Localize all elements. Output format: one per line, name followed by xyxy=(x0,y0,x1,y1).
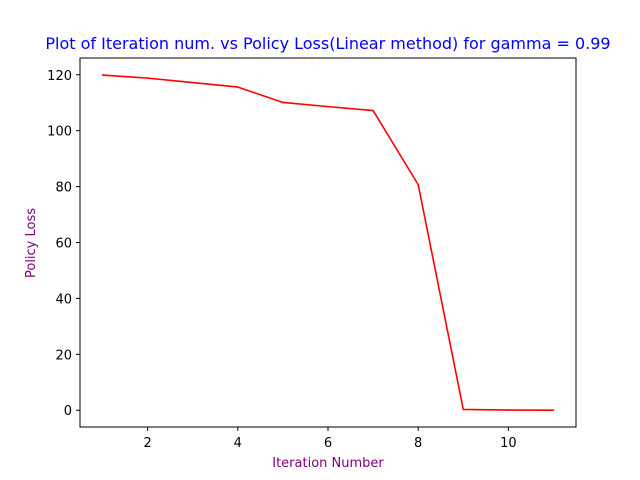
x-axis: 2 4 6 8 10 xyxy=(143,427,517,451)
data-point xyxy=(327,105,329,108)
data-point xyxy=(282,101,284,104)
y-axis: 0 20 40 60 80 100 120 xyxy=(47,69,80,419)
data-point xyxy=(417,183,419,186)
y-tick-label: 40 xyxy=(55,292,72,307)
data-point xyxy=(462,408,465,411)
x-tick-label: 8 xyxy=(414,436,422,451)
x-tick-label: 2 xyxy=(143,436,151,451)
data-point xyxy=(191,81,194,84)
x-tick-label: 6 xyxy=(324,436,332,451)
y-tick-label: 120 xyxy=(47,69,72,84)
x-axis-title: Iteration Number xyxy=(272,456,384,471)
data-point xyxy=(372,109,374,112)
y-tick-label: 20 xyxy=(55,348,72,363)
data-point xyxy=(507,409,510,411)
series-line xyxy=(102,74,554,412)
plot-area xyxy=(79,57,577,428)
y-tick-label: 0 xyxy=(64,404,72,419)
data-point xyxy=(101,74,104,76)
y-tick-label: 100 xyxy=(47,125,72,140)
data-point xyxy=(552,409,555,412)
series-layer xyxy=(101,74,555,412)
plot-frame xyxy=(79,57,577,428)
chart-title: Plot of Iteration num. vs Policy Loss(Li… xyxy=(45,34,610,53)
y-tick-label: 60 xyxy=(55,237,72,252)
data-point xyxy=(237,86,239,88)
y-axis-title: Policy Loss xyxy=(24,208,39,278)
y-tick-label: 80 xyxy=(55,181,72,196)
x-tick-label: 4 xyxy=(234,436,242,451)
x-tick-label: 10 xyxy=(500,436,517,451)
data-point xyxy=(146,77,149,79)
